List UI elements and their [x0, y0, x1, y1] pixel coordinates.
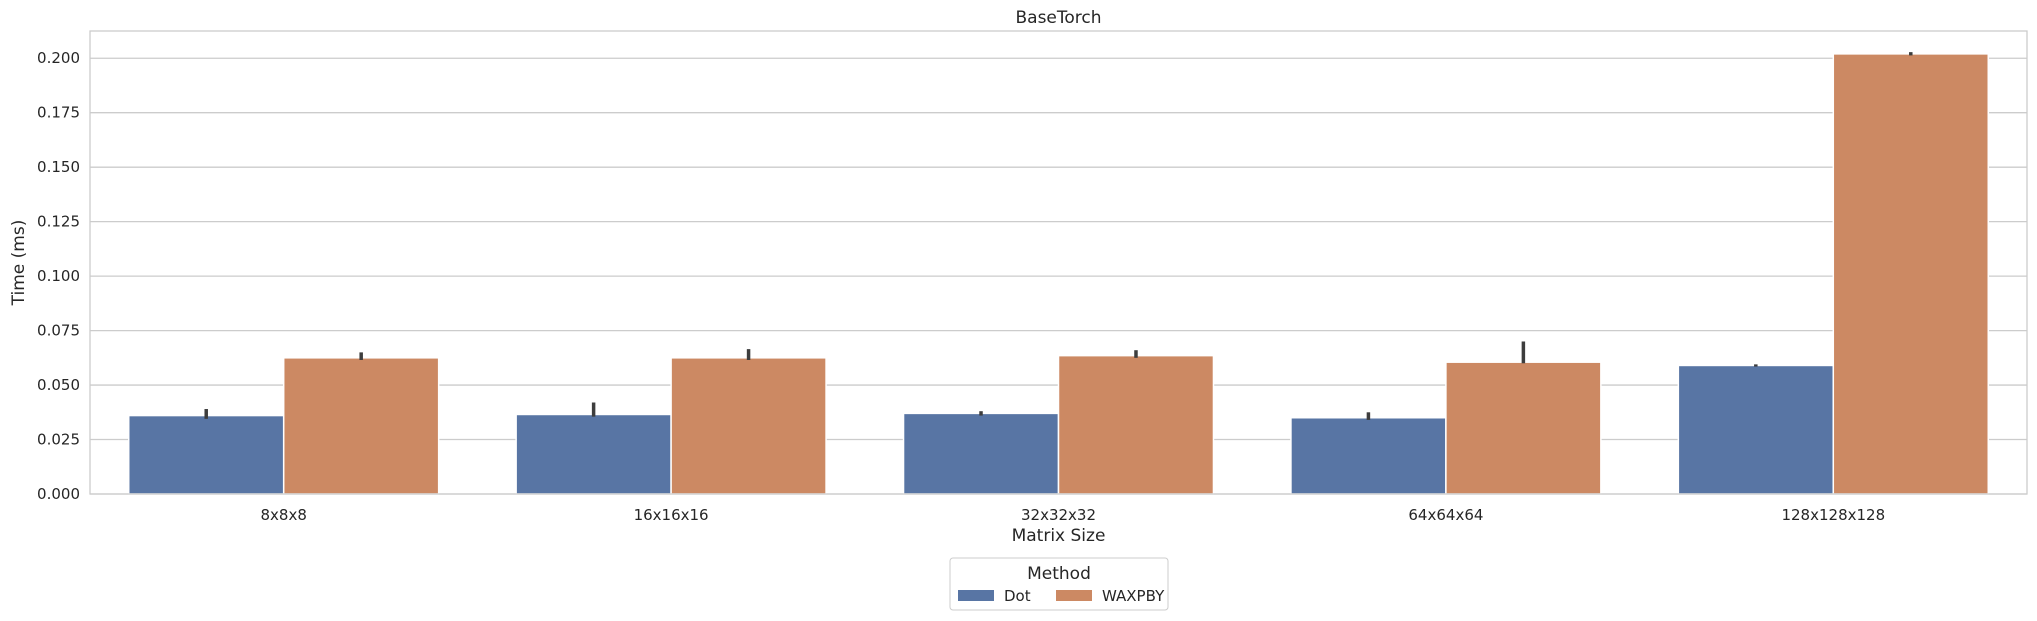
y-tick-label: 0.200 [37, 49, 80, 67]
x-tick-label: 64x64x64 [1408, 506, 1483, 524]
legend-label: WAXPBY [1102, 587, 1165, 605]
legend-items: Dot WAXPBY [958, 587, 1165, 605]
x-tick-label: 8x8x8 [261, 506, 307, 524]
y-tick-label: 0.100 [37, 267, 80, 285]
bar [1445, 361, 1602, 495]
x-axis-ticks: 8x8x8 16x16x16 32x32x32 64x64x64 128x128x128 [261, 506, 1886, 524]
plot-area-frame [89, 30, 2028, 495]
legend-swatch [1056, 590, 1092, 601]
y-axis-label: Time (ms) [9, 220, 29, 307]
bar [1290, 416, 1447, 495]
legend-frame [949, 557, 1169, 611]
y-tick-label: 0.025 [37, 431, 80, 449]
bars [127, 53, 1990, 495]
bar [515, 413, 672, 495]
error-bars [204, 52, 1913, 420]
bar [1677, 364, 1835, 495]
x-axis-label: Matrix Size [1012, 526, 1106, 546]
bar [670, 357, 827, 495]
y-tick-label: 0.000 [37, 485, 80, 503]
y-tick-label: 0.150 [37, 158, 80, 176]
bar [1832, 53, 1990, 495]
bar [1057, 354, 1215, 495]
legend-title: Method [1027, 564, 1091, 584]
bar [127, 414, 285, 495]
x-tick-label: 16x16x16 [634, 506, 709, 524]
y-tick-label: 0.125 [37, 213, 80, 231]
chart-title: BaseTorch [1015, 8, 1101, 28]
y-axis-ticks: 0.000 0.025 0.050 0.075 0.100 0.125 0.150 0.175… [37, 49, 80, 503]
x-tick-label: 32x32x32 [1021, 506, 1096, 524]
legend: Method Dot WAXPBY [949, 557, 1169, 611]
y-tick-label: 0.175 [37, 104, 80, 122]
legend-label: Dot [1004, 587, 1031, 605]
y-tick-label: 0.050 [37, 376, 80, 394]
bar [282, 357, 440, 495]
y-tick-label: 0.075 [37, 322, 80, 340]
legend-swatch [958, 590, 994, 601]
bar [902, 412, 1060, 495]
x-tick-label: 128x128x128 [1781, 506, 1885, 524]
